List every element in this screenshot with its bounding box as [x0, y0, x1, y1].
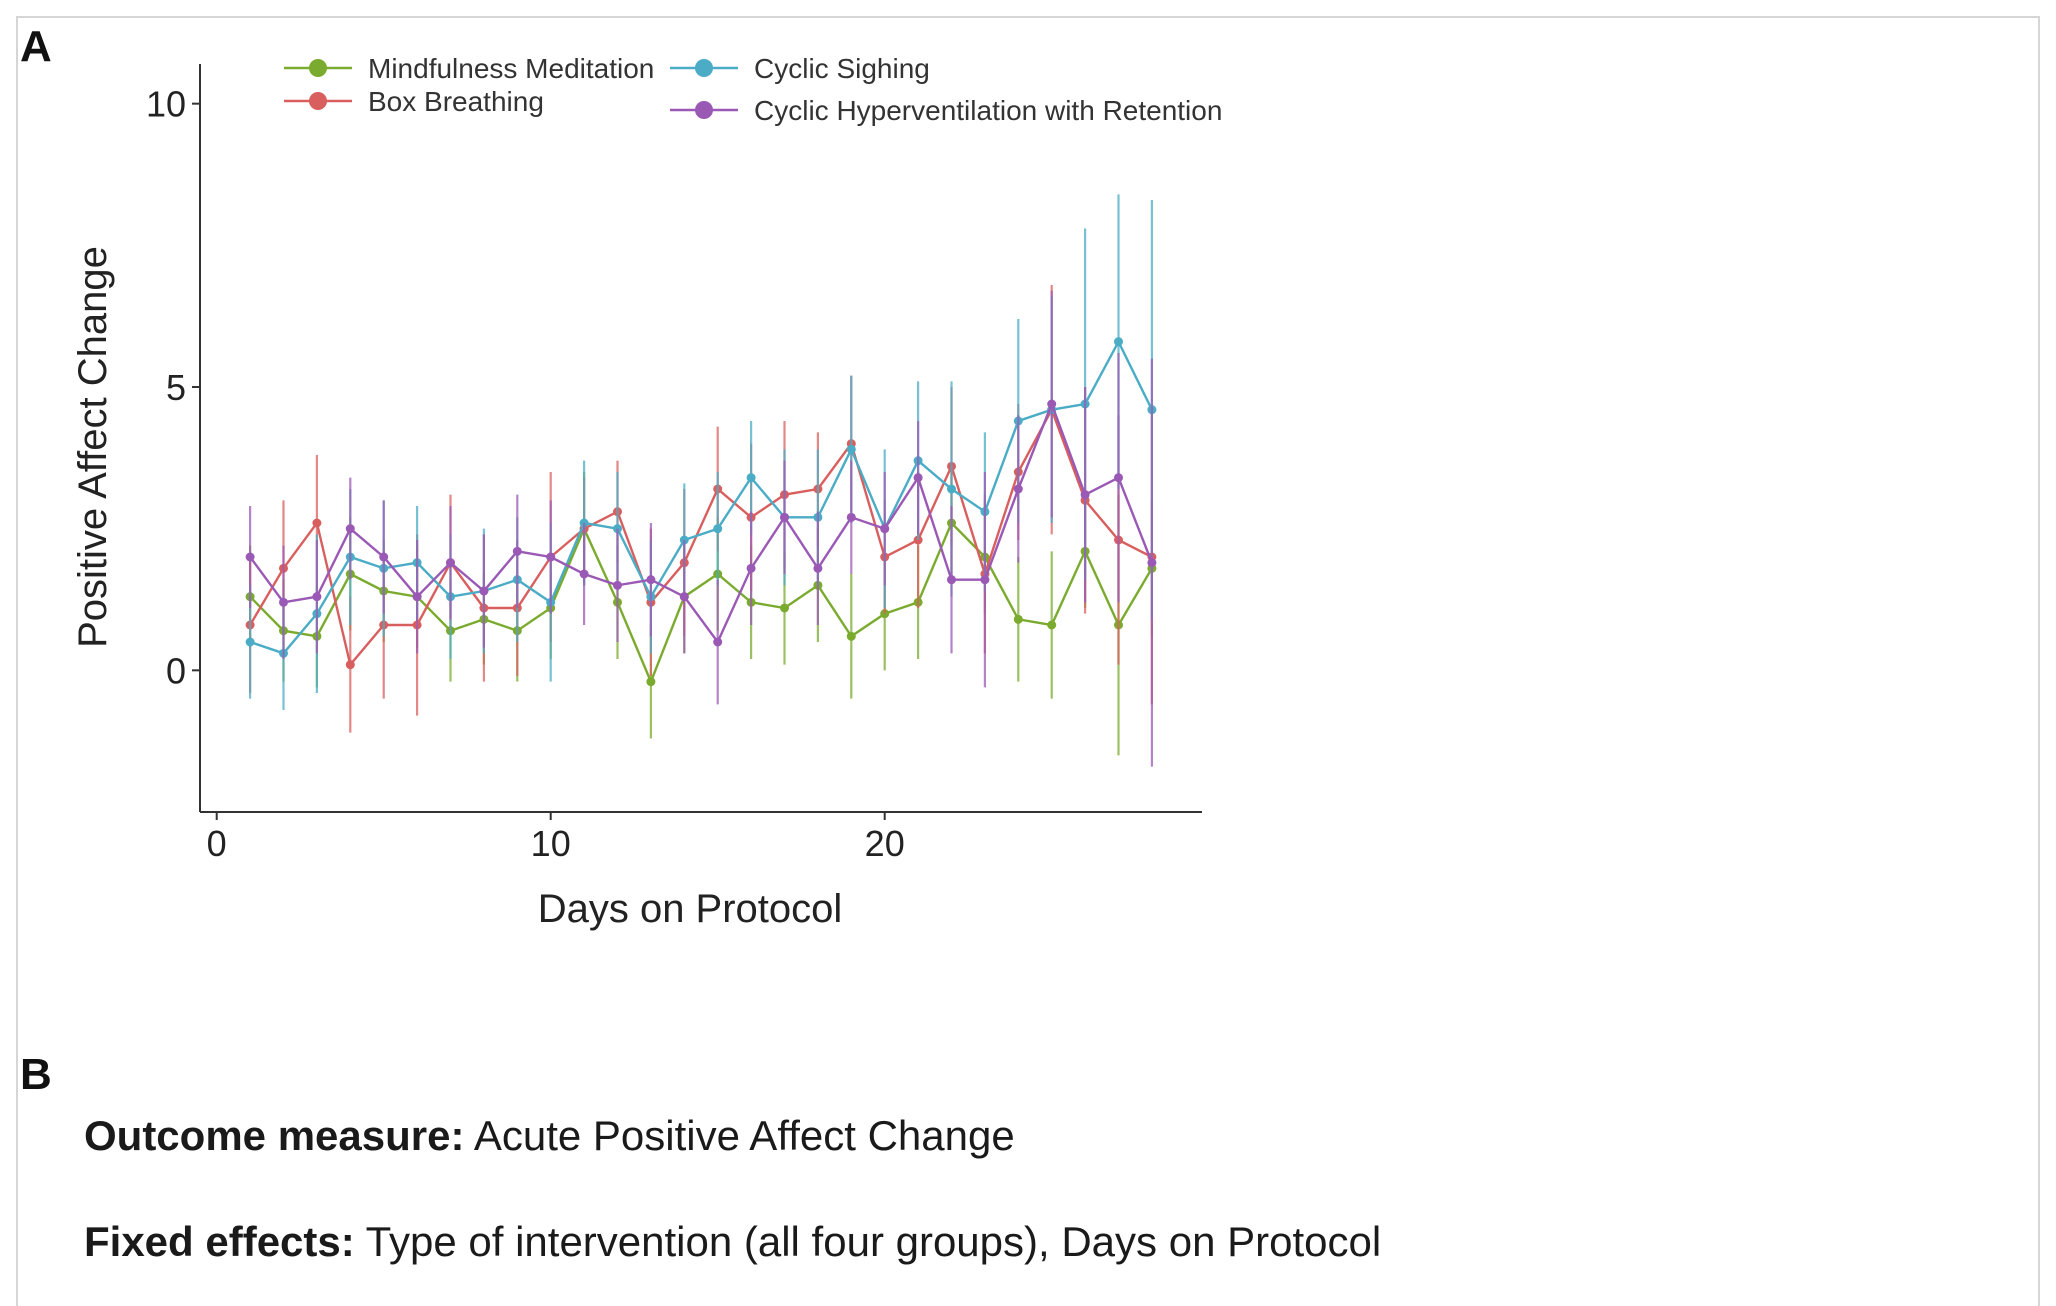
data-point [279, 597, 288, 607]
data-point [679, 592, 689, 602]
data-point [846, 512, 856, 522]
data-point [846, 631, 856, 641]
data-point [746, 563, 756, 573]
y-axis-title: Positive Affect Change [71, 246, 115, 648]
data-point [947, 575, 956, 585]
data-point [379, 552, 389, 562]
series-cyclic-sighing [245, 194, 1157, 710]
data-point [479, 586, 489, 596]
x-tick-label: 0 [207, 823, 227, 864]
data-point [1114, 337, 1123, 347]
data-point [646, 677, 656, 687]
legend-entry: Box Breathing [284, 86, 544, 117]
legend-entry: Mindfulness Meditation [284, 53, 654, 84]
y-tick-label: 0 [166, 650, 186, 691]
y-tick-label: 5 [166, 367, 186, 408]
figure-frame [16, 16, 2040, 1306]
data-point [312, 518, 322, 528]
legend-label: Cyclic Sighing [754, 53, 930, 84]
data-point [1080, 490, 1090, 500]
outcome-measure-value: Acute Positive Affect Change [464, 1112, 1015, 1159]
data-point [1013, 614, 1023, 624]
series-line [249, 406, 1153, 668]
outcome-measure-label: Outcome measure: [84, 1112, 465, 1159]
data-point [412, 592, 422, 602]
legend-label: Mindfulness Meditation [368, 53, 654, 84]
data-point [980, 575, 990, 585]
fixed-effects-value: Type of intervention (all four groups), … [354, 1218, 1382, 1265]
series-mindfulness-meditation [245, 466, 1157, 756]
data-point [713, 637, 723, 647]
fixed-effects-line: Fixed effects: Type of intervention (all… [84, 1218, 1381, 1266]
series-box-breathing [245, 285, 1157, 733]
data-point [512, 546, 522, 556]
series-line [249, 520, 1153, 685]
series-cyclic-hyperventilation-with-retention [245, 290, 1157, 767]
data-point [1047, 620, 1057, 630]
legend-marker [309, 92, 327, 110]
data-point [646, 575, 656, 585]
legend-marker [309, 59, 327, 77]
chart-axes: 0 5 10 0 10 20 [146, 64, 1202, 864]
data-point [780, 603, 789, 613]
data-point [1147, 558, 1157, 568]
data-point [846, 444, 856, 454]
panel-a-label: A [20, 22, 52, 71]
legend-entry: Cyclic Hyperventilation with Retention [670, 95, 1222, 126]
legend-label: Box Breathing [368, 86, 544, 117]
x-tick-label: 20 [865, 823, 905, 864]
data-point [446, 558, 455, 568]
data-point [780, 512, 789, 522]
series-layer [245, 194, 1157, 767]
panel-b-label: B [20, 1050, 52, 1099]
data-point [613, 580, 622, 590]
data-point [880, 524, 890, 534]
data-point [245, 552, 255, 562]
data-point [947, 484, 956, 494]
data-point [345, 660, 355, 670]
legend-label: Cyclic Hyperventilation with Retention [754, 95, 1222, 126]
outcome-measure-line: Outcome measure: Acute Positive Affect C… [84, 1112, 1015, 1160]
x-axis-title: Days on Protocol [538, 887, 843, 931]
data-point [746, 473, 756, 483]
data-point [345, 524, 355, 534]
data-point [1013, 484, 1023, 494]
data-point [1114, 473, 1123, 483]
data-point [1047, 399, 1057, 409]
data-point [813, 563, 823, 573]
series-line [249, 339, 1153, 655]
data-point [312, 592, 322, 602]
data-point [579, 569, 589, 579]
legend-marker [695, 59, 713, 77]
y-tick-label: 10 [146, 84, 186, 125]
legend-marker [695, 101, 713, 119]
fixed-effects-label: Fixed effects: [84, 1218, 355, 1265]
data-point [245, 637, 255, 647]
legend-entry: Cyclic Sighing [670, 53, 930, 84]
data-point [913, 473, 923, 483]
series-line [249, 400, 1154, 645]
x-tick-label: 10 [531, 823, 571, 864]
data-point [713, 524, 723, 534]
data-point [546, 552, 556, 562]
